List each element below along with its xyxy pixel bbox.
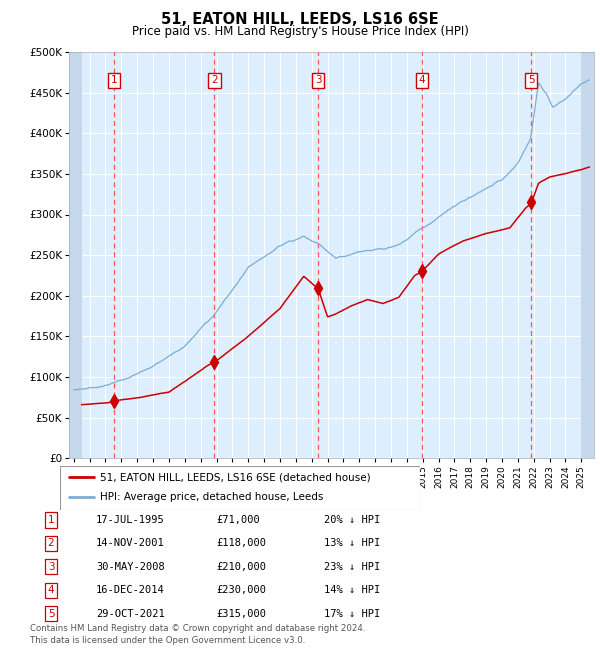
Text: 1: 1 xyxy=(111,75,118,85)
Text: 29-OCT-2021: 29-OCT-2021 xyxy=(96,608,165,619)
Text: 16-DEC-2014: 16-DEC-2014 xyxy=(96,585,165,595)
Text: 23% ↓ HPI: 23% ↓ HPI xyxy=(324,562,380,572)
Text: 13% ↓ HPI: 13% ↓ HPI xyxy=(324,538,380,549)
Text: 30-MAY-2008: 30-MAY-2008 xyxy=(96,562,165,572)
Text: 2: 2 xyxy=(47,538,55,549)
Text: Contains HM Land Registry data © Crown copyright and database right 2024.
This d: Contains HM Land Registry data © Crown c… xyxy=(30,624,365,645)
Text: 51, EATON HILL, LEEDS, LS16 6SE (detached house): 51, EATON HILL, LEEDS, LS16 6SE (detache… xyxy=(100,472,370,482)
Text: 14-NOV-2001: 14-NOV-2001 xyxy=(96,538,165,549)
Text: Price paid vs. HM Land Registry's House Price Index (HPI): Price paid vs. HM Land Registry's House … xyxy=(131,25,469,38)
Text: 51, EATON HILL, LEEDS, LS16 6SE: 51, EATON HILL, LEEDS, LS16 6SE xyxy=(161,12,439,27)
Text: 20% ↓ HPI: 20% ↓ HPI xyxy=(324,515,380,525)
Text: 17-JUL-1995: 17-JUL-1995 xyxy=(96,515,165,525)
Text: £230,000: £230,000 xyxy=(216,585,266,595)
Text: 4: 4 xyxy=(47,585,55,595)
Text: 4: 4 xyxy=(419,75,425,85)
Text: 5: 5 xyxy=(528,75,535,85)
Text: 2: 2 xyxy=(211,75,218,85)
Text: £315,000: £315,000 xyxy=(216,608,266,619)
Text: 5: 5 xyxy=(47,608,55,619)
Text: £71,000: £71,000 xyxy=(216,515,260,525)
Text: 1: 1 xyxy=(47,515,55,525)
Text: £210,000: £210,000 xyxy=(216,562,266,572)
Text: 14% ↓ HPI: 14% ↓ HPI xyxy=(324,585,380,595)
Text: HPI: Average price, detached house, Leeds: HPI: Average price, detached house, Leed… xyxy=(100,493,323,502)
Text: 3: 3 xyxy=(315,75,322,85)
Text: £118,000: £118,000 xyxy=(216,538,266,549)
Text: 17% ↓ HPI: 17% ↓ HPI xyxy=(324,608,380,619)
Text: 3: 3 xyxy=(47,562,55,572)
